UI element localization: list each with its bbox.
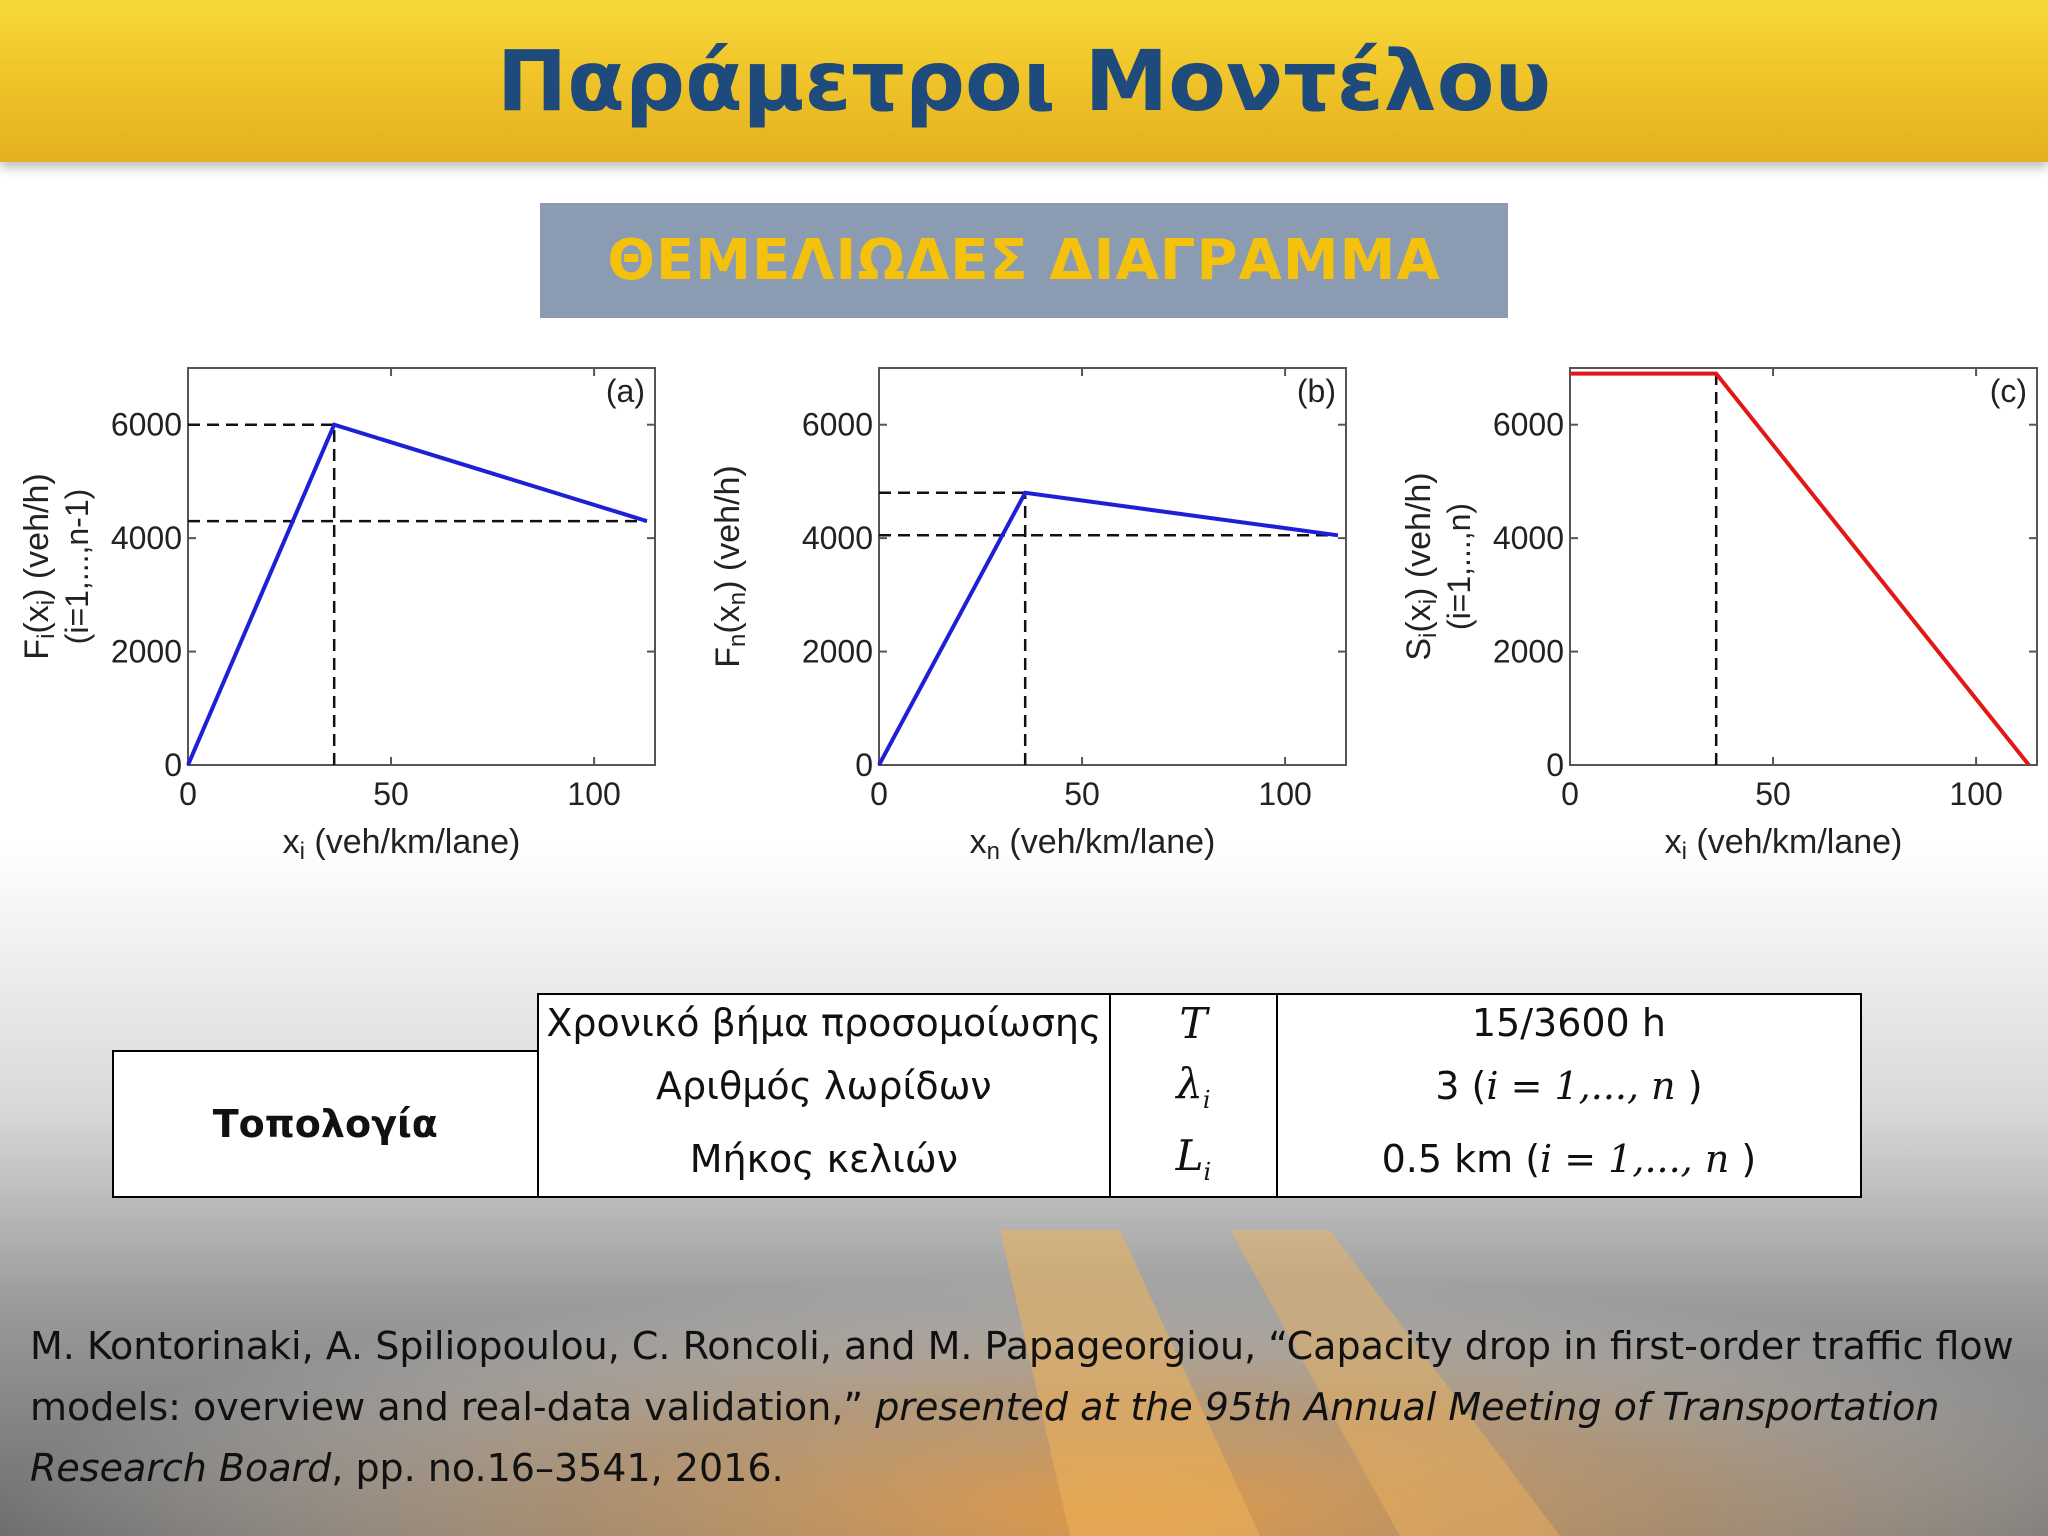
- param-value: 0.5 km (i = 1,..., n ): [1275, 1121, 1863, 1198]
- citation-venue: presented at the 95th Annual Meeting of …: [30, 1385, 1940, 1490]
- x-tick-label: 50: [1755, 776, 1791, 812]
- x-tick-label: 0: [179, 776, 197, 812]
- x-axis-label: xi (veh/km/lane): [1665, 823, 1903, 865]
- y-tick-label: 2000: [111, 634, 182, 670]
- param-name: Μήκος κελιών: [536, 1121, 1112, 1198]
- y-axis-label-line2: (i=1,...,n-1): [59, 489, 95, 645]
- citation-authors: M. Kontorinaki, A. Spiliopoulou, C. Ronc…: [30, 1324, 2014, 1429]
- citation-tail: , pp. no.16–3541, 2016.: [331, 1446, 784, 1490]
- fundamental-diagram-charts: 0 50 100 0 2000 4000 6000 (a) xi (veh/km/lane) Fi…: [18, 367, 2038, 865]
- y-tick-label: 0: [1546, 747, 1564, 783]
- y-tick-label: 0: [164, 747, 182, 783]
- series-line: [877, 490, 1339, 766]
- header-bar: Παράμετροι Μοντέλου: [0, 0, 2048, 162]
- y-axis-label: Fn(xn) (veh/h): [709, 465, 751, 667]
- x-tick-label: 50: [373, 776, 409, 812]
- plot-frame: [1569, 367, 2038, 766]
- panel-label: (c): [1990, 373, 2027, 409]
- chart-panel-c: 0 50 100 0 2000 4000 6000 (c) xi (veh/km/lane) Si…: [1400, 367, 2038, 865]
- y-tick-label: 6000: [1493, 407, 1564, 443]
- plot-frame: [187, 367, 656, 766]
- page-title: Παράμετροι Μοντέλου: [496, 32, 1552, 130]
- x-tick-label: 100: [1949, 776, 2002, 812]
- x-axis-label: xi (veh/km/lane): [283, 823, 521, 865]
- panel-label: (a): [606, 373, 645, 409]
- x-axis-label: xn (veh/km/lane): [970, 823, 1216, 865]
- y-axis-label-line2: (i=1,...,n): [1441, 503, 1477, 630]
- y-axis-label: Si(xi) (veh/h): [1400, 472, 1442, 660]
- x-tick-label: 100: [1258, 776, 1311, 812]
- y-tick-label: 6000: [111, 407, 182, 443]
- panel-label: (b): [1297, 373, 1336, 409]
- y-tick-label: 4000: [1493, 520, 1564, 556]
- series-line: [186, 422, 648, 766]
- series-line: [1570, 371, 2031, 767]
- y-tick-label: 2000: [1493, 634, 1564, 670]
- chart-panel-b: 0 50 100 0 2000 4000 6000 (b) xn (veh/km/lane) Fn…: [709, 367, 1347, 865]
- param-name: Αριθμός λωρίδων: [536, 1051, 1112, 1121]
- param-name: Χρονικό βήμα προσομοίωσης: [536, 993, 1112, 1051]
- y-axis-label: Fi(xi) (veh/h): [18, 473, 60, 659]
- parameters-table: Χρονικό βήμα προσομοίωσης T 15/3600 h Το…: [112, 993, 1863, 1198]
- x-tick-label: 50: [1064, 776, 1100, 812]
- y-tick-label: 2000: [802, 634, 873, 670]
- subtitle: ΘΕΜΕΛΙΩΔΕΣ ΔΙΑΓΡΑΜΜΑ: [607, 228, 1441, 293]
- param-value: 15/3600 h: [1275, 993, 1863, 1051]
- x-tick-label: 0: [870, 776, 888, 812]
- plot-frame: [878, 367, 1347, 766]
- topology-label: Τοπολογία: [112, 1050, 539, 1198]
- param-value: 3 (i = 1,..., n ): [1275, 1051, 1863, 1121]
- y-tick-label: 6000: [802, 407, 873, 443]
- y-tick-label: 0: [855, 747, 873, 783]
- subtitle-box: ΘΕΜΕΛΙΩΔΕΣ ΔΙΑΓΡΑΜΜΑ: [540, 203, 1508, 318]
- x-tick-label: 100: [567, 776, 620, 812]
- param-symbol: λi: [1109, 1051, 1278, 1121]
- param-symbol: T: [1109, 993, 1278, 1051]
- param-symbol: Li: [1109, 1121, 1278, 1198]
- blank-cell: [113, 994, 538, 1051]
- y-tick-label: 4000: [802, 520, 873, 556]
- citation-reference: M. Kontorinaki, A. Spiliopoulou, C. Ronc…: [30, 1316, 2030, 1499]
- chart-panel-a: 0 50 100 0 2000 4000 6000 (a) xi (veh/km/lane) Fi…: [18, 367, 656, 865]
- x-tick-label: 0: [1561, 776, 1579, 812]
- y-tick-label: 4000: [111, 520, 182, 556]
